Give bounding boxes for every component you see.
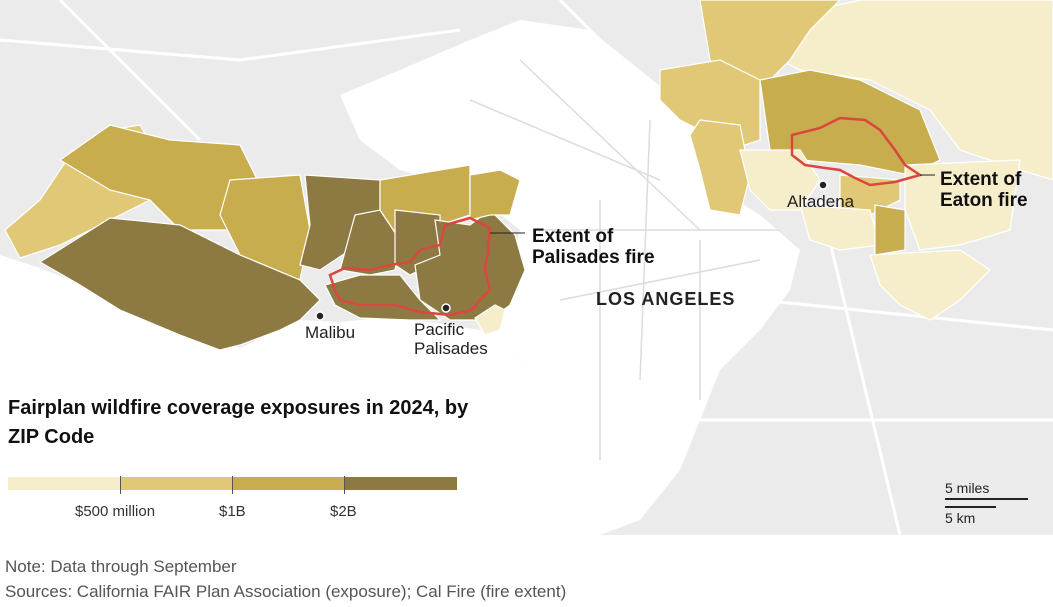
scale-km-label: 5 km: [945, 510, 976, 526]
pacific-palisades-line2: Palisades: [414, 339, 488, 358]
legend-break-1b: $1B: [219, 503, 246, 520]
urban-streets: [469, 59, 780, 460]
scale-miles-label: 5 miles: [945, 480, 990, 496]
pacific-palisades-label: Pacific Palisades: [414, 320, 488, 358]
map-canvas: [0, 0, 1053, 535]
legend-bin-2: [120, 477, 232, 490]
eaton-fire-line2: Eaton fire: [940, 190, 1028, 211]
palisades-fire-outline: [328, 216, 492, 317]
eaton-fire-label: Extent of Eaton fire: [940, 169, 1028, 211]
malibu-label: Malibu: [305, 323, 356, 342]
eaton-fire-line1: Extent of: [940, 169, 1022, 190]
pacific-palisades-dot: [441, 303, 451, 313]
zip-polygons-west: [4, 124, 526, 351]
malibu-dot: [315, 311, 325, 321]
legend-color-bar: [8, 477, 457, 490]
legend-tick-3: [344, 476, 345, 494]
legend-tick-1: [120, 476, 121, 494]
palisades-fire-label: Extent of Palisades fire: [532, 226, 655, 268]
legend-bin-1: [8, 477, 120, 490]
legend-bin-4: [344, 477, 457, 490]
altadena-label: Altadena: [787, 192, 855, 211]
legend-bin-3: [232, 477, 344, 490]
eaton-fire-outline: [790, 116, 923, 187]
ocean: [0, 255, 600, 535]
legend-break-2b: $2B: [330, 503, 357, 520]
los-angeles-label: LOS ANGELES: [596, 289, 736, 309]
altadena-dot: [818, 180, 828, 190]
map: [0, 0, 1053, 535]
palisades-fire-line2: Palisades fire: [532, 247, 655, 268]
legend-break-500m: $500 million: [75, 503, 156, 520]
pacific-palisades-line1: Pacific: [414, 320, 465, 339]
footer-sources: Sources: California FAIR Plan Associatio…: [5, 582, 567, 601]
palisades-fire-line1: Extent of: [532, 226, 614, 247]
footer-note: Note: Data through September: [5, 557, 237, 576]
legend-title: Fairplan wildfire coverage exposures in …: [8, 397, 469, 448]
legend-tick-2: [232, 476, 233, 494]
urban-area: [340, 20, 800, 535]
